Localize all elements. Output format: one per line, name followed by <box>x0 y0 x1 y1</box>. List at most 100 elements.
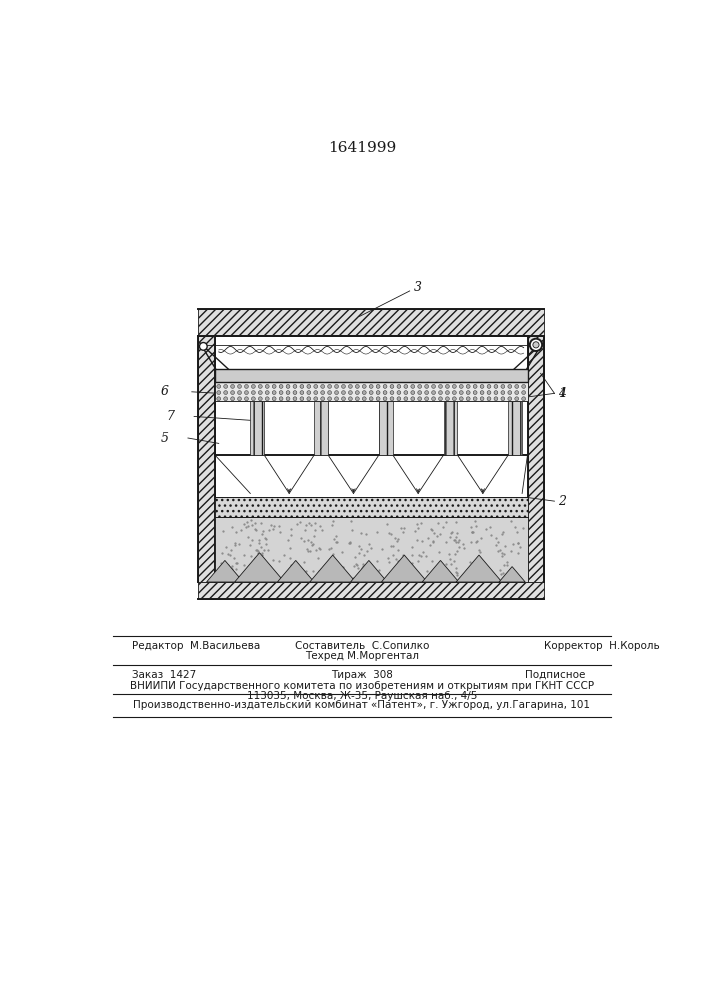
Circle shape <box>334 391 339 395</box>
Text: Редактор  М.Васильева: Редактор М.Васильева <box>132 641 261 651</box>
Circle shape <box>515 397 519 401</box>
Circle shape <box>252 391 255 395</box>
Circle shape <box>279 391 283 395</box>
Text: 6: 6 <box>160 385 169 398</box>
Circle shape <box>217 397 221 401</box>
Circle shape <box>522 397 525 401</box>
Circle shape <box>265 391 269 395</box>
Circle shape <box>199 343 207 350</box>
Circle shape <box>494 391 498 395</box>
Circle shape <box>230 384 235 388</box>
Circle shape <box>467 397 470 401</box>
Circle shape <box>487 384 491 388</box>
Circle shape <box>230 391 235 395</box>
Circle shape <box>460 397 463 401</box>
Circle shape <box>321 391 325 395</box>
Circle shape <box>293 391 297 395</box>
Bar <box>198 309 544 336</box>
Circle shape <box>376 397 380 401</box>
Circle shape <box>376 384 380 388</box>
Circle shape <box>480 384 484 388</box>
Circle shape <box>362 391 366 395</box>
Text: 5: 5 <box>160 432 169 445</box>
Circle shape <box>473 397 477 401</box>
Circle shape <box>369 391 373 395</box>
Circle shape <box>349 391 352 395</box>
Circle shape <box>217 391 221 395</box>
Circle shape <box>341 391 346 395</box>
Text: Подписное: Подписное <box>525 670 585 680</box>
Circle shape <box>533 342 539 348</box>
Circle shape <box>473 384 477 388</box>
Polygon shape <box>235 553 284 582</box>
Circle shape <box>397 384 401 388</box>
Circle shape <box>223 384 228 388</box>
Circle shape <box>230 397 235 401</box>
Circle shape <box>300 384 304 388</box>
Circle shape <box>467 391 470 395</box>
Circle shape <box>272 384 276 388</box>
Circle shape <box>383 384 387 388</box>
Circle shape <box>411 397 415 401</box>
Circle shape <box>432 397 436 401</box>
Circle shape <box>411 391 415 395</box>
Bar <box>250 401 264 455</box>
Circle shape <box>494 397 498 401</box>
Circle shape <box>307 397 311 401</box>
Bar <box>527 336 544 582</box>
Circle shape <box>349 384 352 388</box>
Circle shape <box>238 391 242 395</box>
Circle shape <box>341 397 346 401</box>
Circle shape <box>452 384 456 388</box>
Circle shape <box>223 391 228 395</box>
Circle shape <box>508 391 512 395</box>
Circle shape <box>467 384 470 388</box>
Circle shape <box>272 391 276 395</box>
Circle shape <box>425 391 428 395</box>
Bar <box>215 497 527 517</box>
Circle shape <box>432 384 436 388</box>
Circle shape <box>369 397 373 401</box>
Circle shape <box>501 397 505 401</box>
Circle shape <box>452 391 456 395</box>
Circle shape <box>383 397 387 401</box>
Circle shape <box>314 384 317 388</box>
Circle shape <box>327 391 332 395</box>
Circle shape <box>245 391 248 395</box>
Text: 4: 4 <box>559 387 566 400</box>
Circle shape <box>265 397 269 401</box>
Bar <box>215 369 527 382</box>
Polygon shape <box>381 555 427 582</box>
Circle shape <box>258 384 262 388</box>
Circle shape <box>314 391 317 395</box>
Circle shape <box>300 391 304 395</box>
Circle shape <box>300 397 304 401</box>
Circle shape <box>321 384 325 388</box>
Text: Техред М.Моргентал: Техред М.Моргентал <box>305 651 419 661</box>
Circle shape <box>432 391 436 395</box>
Circle shape <box>341 384 346 388</box>
Circle shape <box>397 391 401 395</box>
Circle shape <box>327 384 332 388</box>
Bar <box>443 401 457 455</box>
Circle shape <box>252 397 255 401</box>
Circle shape <box>238 384 242 388</box>
Circle shape <box>286 397 290 401</box>
Circle shape <box>425 384 428 388</box>
Polygon shape <box>422 560 459 582</box>
Circle shape <box>487 391 491 395</box>
Circle shape <box>327 397 332 401</box>
Text: 2: 2 <box>559 495 566 508</box>
Circle shape <box>445 384 450 388</box>
Circle shape <box>293 397 297 401</box>
Circle shape <box>438 397 443 401</box>
Circle shape <box>501 384 505 388</box>
Circle shape <box>314 397 317 401</box>
Circle shape <box>452 397 456 401</box>
Circle shape <box>307 384 311 388</box>
Circle shape <box>321 397 325 401</box>
Circle shape <box>522 384 525 388</box>
Circle shape <box>418 391 421 395</box>
Circle shape <box>445 397 450 401</box>
Text: Составитель  С.Сопилко: Составитель С.Сопилко <box>295 641 429 651</box>
